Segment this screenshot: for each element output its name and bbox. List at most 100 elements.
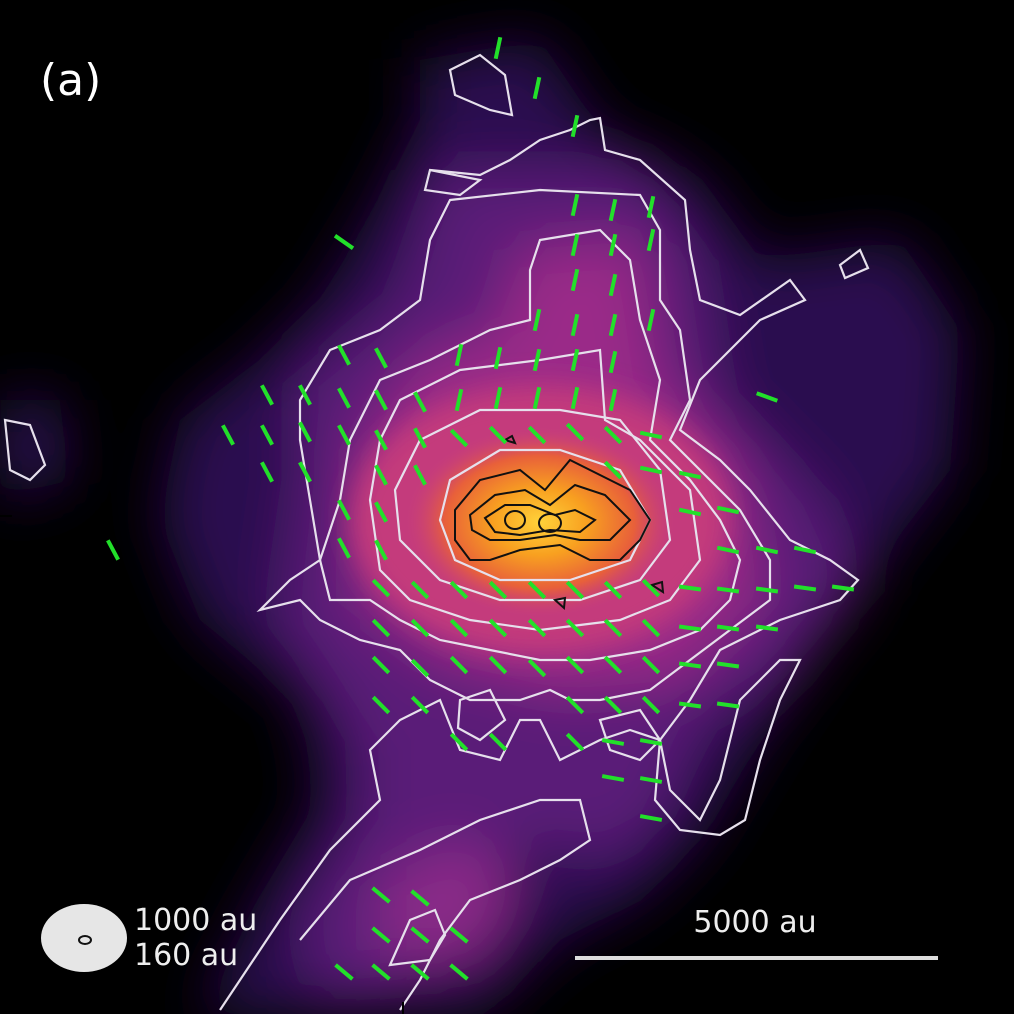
polarization-vector bbox=[646, 308, 656, 332]
polarization-vector bbox=[570, 386, 580, 410]
polarization-vector bbox=[793, 545, 817, 555]
polarization-vector bbox=[449, 580, 469, 600]
polarization-vector bbox=[410, 658, 430, 678]
polarization-vector bbox=[646, 228, 656, 252]
polarization-vector bbox=[641, 618, 661, 638]
polarization-vector bbox=[603, 460, 623, 480]
polarization-vector bbox=[374, 429, 388, 451]
polarization-vector bbox=[716, 624, 740, 632]
polarization-vector bbox=[410, 889, 430, 907]
polarization-vector bbox=[603, 655, 623, 675]
polarization-vector bbox=[371, 886, 391, 904]
polarization-vector bbox=[298, 461, 312, 483]
polarization-vector bbox=[337, 499, 351, 521]
polarization-vector bbox=[449, 428, 469, 448]
black-contours bbox=[454, 434, 665, 611]
polarization-vector bbox=[454, 343, 464, 367]
polarization-vector bbox=[334, 963, 354, 981]
polarization-vector bbox=[641, 695, 661, 715]
polarization-vector bbox=[755, 391, 779, 403]
polarization-vector bbox=[601, 774, 625, 782]
polarization-vector bbox=[716, 661, 740, 669]
polarization-vector bbox=[716, 701, 740, 709]
polarization-vector bbox=[678, 584, 702, 592]
polarization-vector bbox=[410, 963, 430, 981]
polarization-vector bbox=[608, 233, 618, 257]
polarization-vector bbox=[410, 580, 430, 600]
polarization-vector bbox=[603, 425, 623, 445]
scale-bar-label: 5000 au bbox=[693, 905, 816, 940]
polarization-vector bbox=[608, 350, 618, 374]
polarization-vector bbox=[410, 695, 430, 715]
beam-large bbox=[41, 904, 127, 972]
polarization-vector bbox=[410, 618, 430, 638]
polarization-vector bbox=[260, 424, 274, 446]
polarization-vector bbox=[493, 386, 503, 410]
polarization-vector bbox=[646, 195, 656, 219]
polarization-vector bbox=[678, 701, 702, 709]
polarization-vector bbox=[641, 578, 661, 598]
polarization-vector bbox=[639, 776, 663, 784]
polarization-vector bbox=[527, 425, 547, 445]
polarization-vector bbox=[371, 618, 391, 638]
polarization-vector bbox=[570, 268, 580, 292]
polarization-vector bbox=[793, 584, 817, 592]
polarization-vector bbox=[570, 114, 580, 138]
polarization-vector bbox=[603, 618, 623, 638]
polarization-vector bbox=[678, 624, 702, 632]
polarization-vector bbox=[755, 624, 779, 632]
polarization-vector bbox=[374, 501, 388, 523]
polarization-vector bbox=[532, 348, 542, 372]
polarization-vector bbox=[639, 738, 663, 746]
polarization-vector bbox=[639, 814, 663, 822]
polarization-vector bbox=[716, 545, 740, 555]
polarization-vector bbox=[488, 580, 508, 600]
polarization-vector bbox=[831, 584, 855, 592]
polarization-vector bbox=[371, 926, 391, 944]
polarization-vector bbox=[678, 507, 702, 517]
polarization-vector bbox=[371, 655, 391, 675]
polarization-vector bbox=[374, 464, 388, 486]
polarization-vector bbox=[449, 655, 469, 675]
polarization-vector bbox=[449, 963, 469, 981]
polarization-vector bbox=[413, 427, 427, 449]
polarization-vector bbox=[565, 618, 585, 638]
polarization-vector bbox=[221, 424, 235, 446]
polarization-vector bbox=[374, 539, 388, 561]
polarization-vector bbox=[337, 387, 351, 409]
polarization-vector bbox=[565, 655, 585, 675]
polarization-vector bbox=[565, 422, 585, 442]
beam-label: 1000 au bbox=[134, 903, 257, 938]
polarization-vector bbox=[410, 926, 430, 944]
polarization-vector bbox=[716, 586, 740, 594]
polarization-vector bbox=[532, 308, 542, 332]
polarization-vector bbox=[716, 505, 740, 515]
polarization-vector bbox=[601, 738, 625, 746]
polarization-vector bbox=[260, 461, 274, 483]
polarization-vector bbox=[603, 580, 623, 600]
polarization-vector bbox=[413, 391, 427, 413]
polarization-vector bbox=[454, 388, 464, 412]
polarization-vector bbox=[639, 430, 663, 440]
polarization-vector bbox=[527, 618, 547, 638]
polarization-vector bbox=[641, 655, 661, 675]
polarization-vector bbox=[608, 313, 618, 337]
polarization-vector bbox=[608, 388, 618, 412]
beam-small bbox=[78, 935, 92, 945]
polarization-vector bbox=[488, 732, 508, 752]
polarization-vector bbox=[527, 580, 547, 600]
polarization-vector bbox=[532, 386, 542, 410]
polarization-vector bbox=[298, 384, 312, 406]
polarization-vector bbox=[337, 424, 351, 446]
polarization-vectors bbox=[106, 36, 855, 981]
polarization-vector bbox=[374, 347, 388, 369]
polarization-vector bbox=[106, 539, 120, 561]
polarization-vector bbox=[449, 926, 469, 944]
polarization-vector bbox=[493, 346, 503, 370]
polarization-vector bbox=[527, 658, 547, 678]
polarization-vector bbox=[298, 421, 312, 443]
polarization-vector bbox=[570, 348, 580, 372]
panel-label: (a) bbox=[40, 55, 101, 106]
